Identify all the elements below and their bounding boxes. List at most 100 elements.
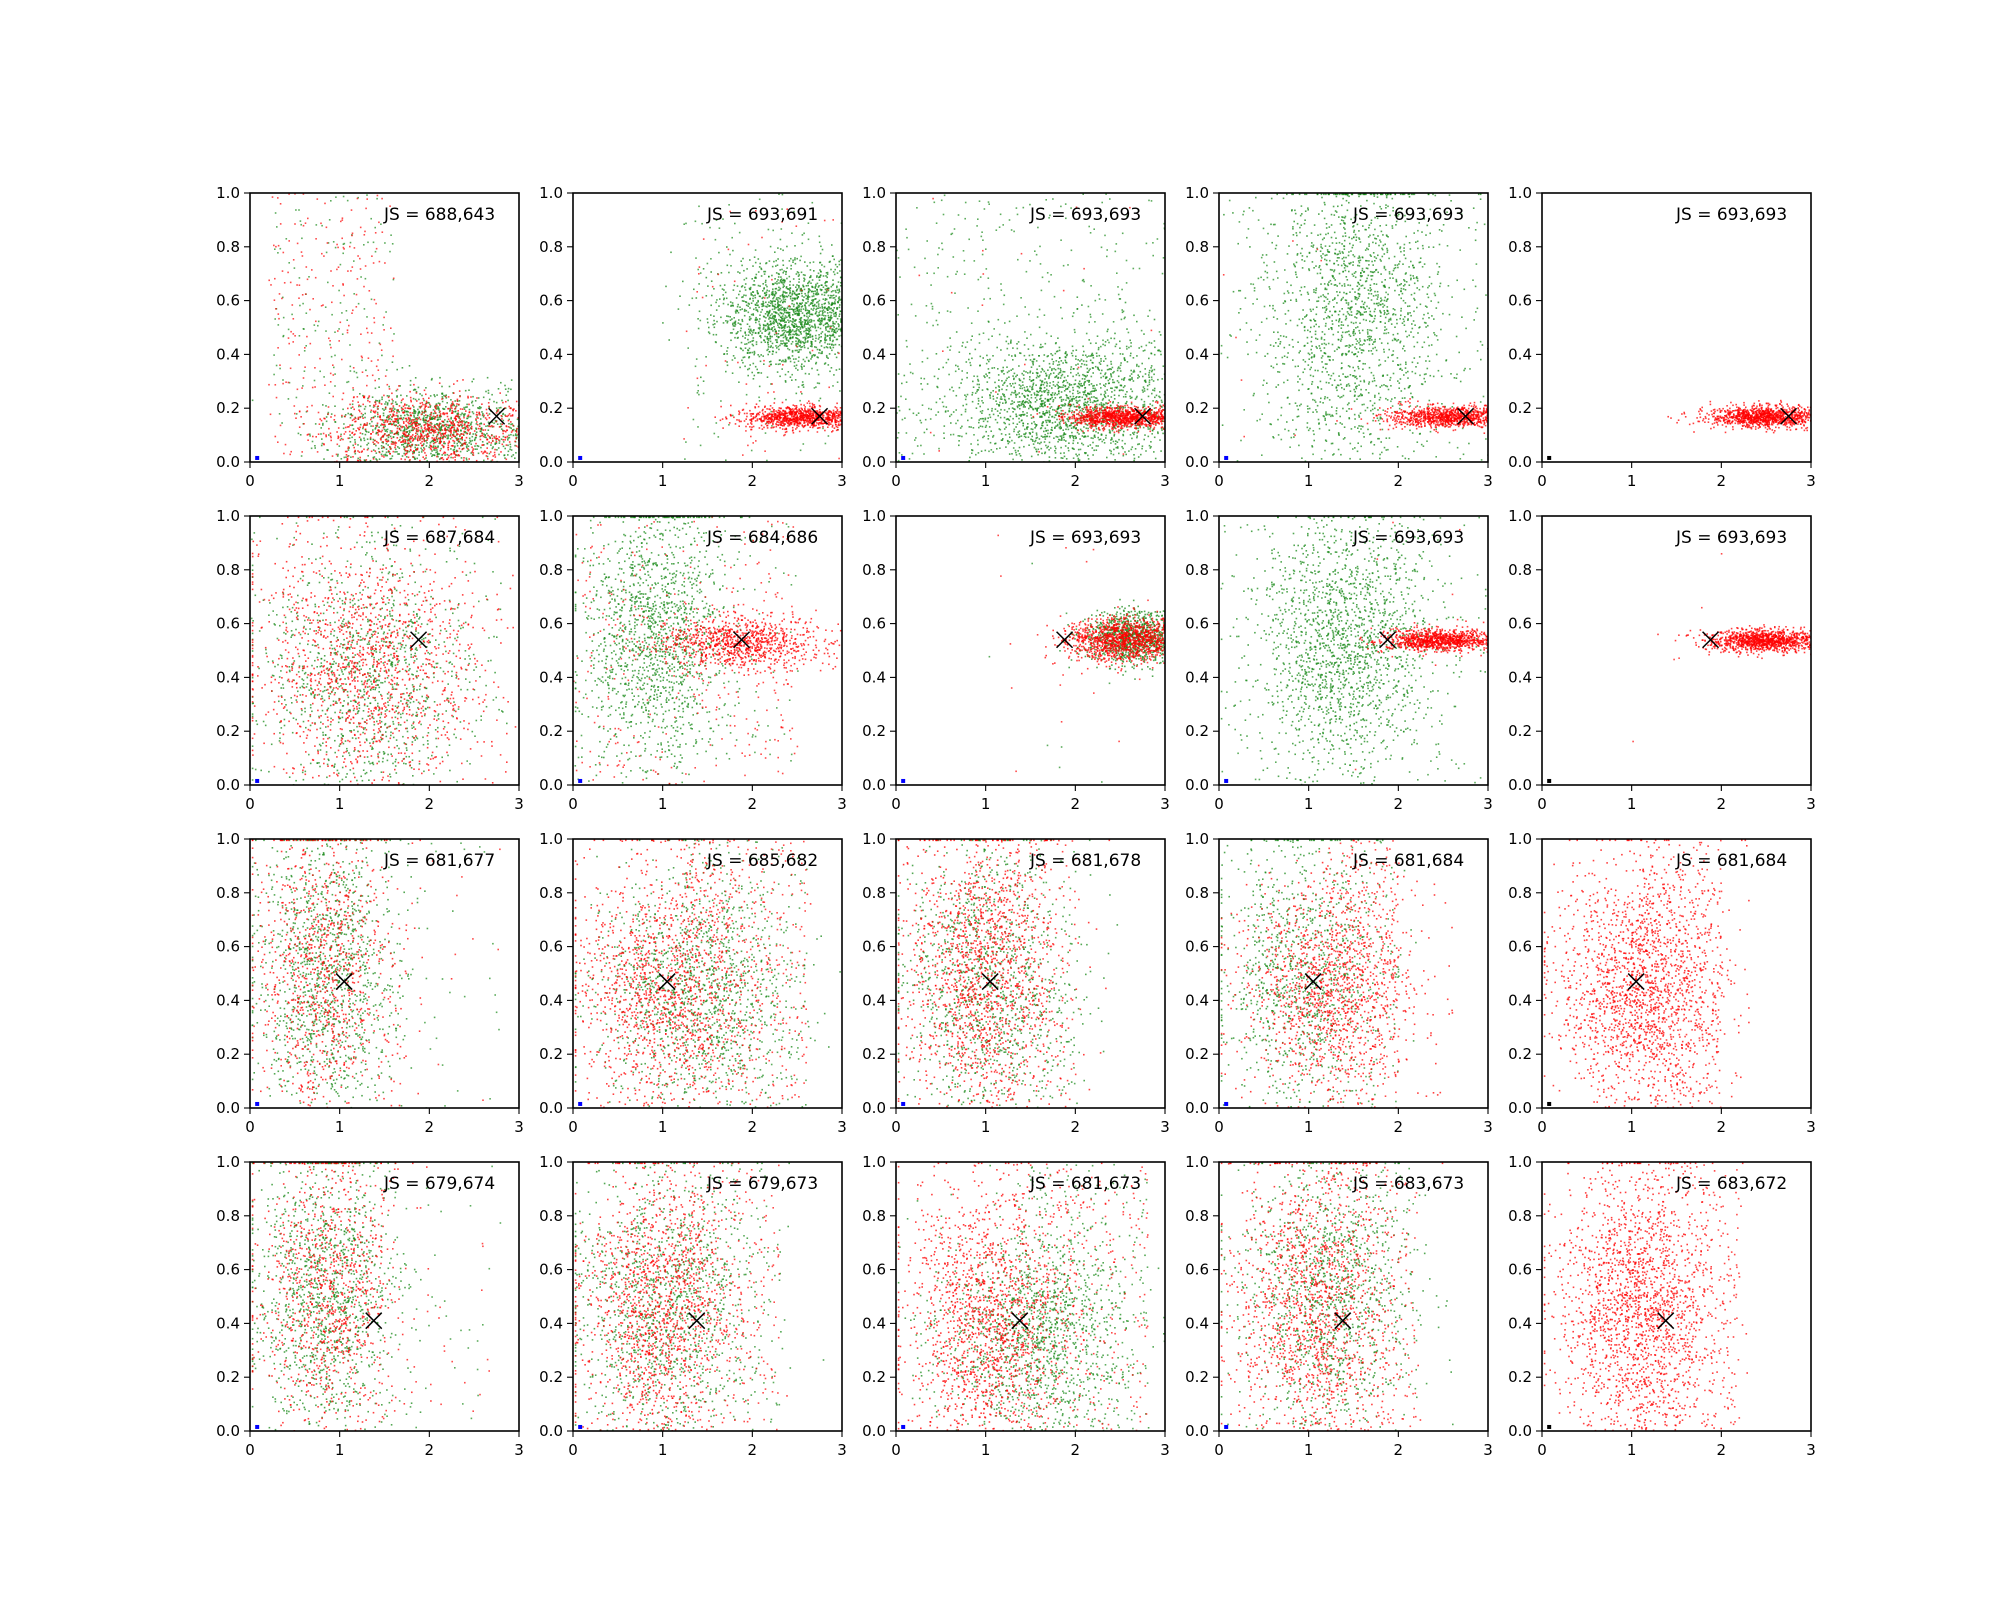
- x-tick-label: 0: [568, 1118, 578, 1136]
- x-marker: [658, 973, 676, 991]
- subplot-r2-c3: 0 1 2 3 0.0 0.2 0.4 0.6 0.8 1.0 JS = 693,693: [862, 507, 1170, 813]
- y-tick-label: 0.8: [862, 561, 886, 579]
- scatter-points: [1220, 1162, 1454, 1431]
- scatter-points: [574, 839, 841, 1108]
- x-tick-label: 3: [837, 1118, 847, 1136]
- x-tick-label: 2: [748, 472, 758, 490]
- scatter-points: [1632, 553, 1811, 743]
- js-score-label: JS = 693,693: [1029, 205, 1141, 225]
- x-tick-label: 3: [1483, 1118, 1493, 1136]
- x-marker: [1780, 407, 1798, 425]
- y-tick-label: 0.4: [1185, 991, 1209, 1009]
- axes-frame: [249, 1161, 520, 1432]
- origin-marker: [1547, 455, 1552, 460]
- red-series-points: [1667, 399, 1811, 434]
- y-tick-label: 0.6: [216, 938, 240, 956]
- y-tick-label: 0.0: [539, 453, 563, 471]
- red-noise-points: [253, 517, 502, 785]
- subplot-r1-c5: 0 1 2 3 0.0 0.2 0.4 0.6 0.8 1.0 JS = 693,693: [1508, 184, 1816, 490]
- subplot-grid: 0 1 2 3 0.0 0.2 0.4 0.6 0.8 1.0 JS = 688,643 0 1 2 3 0.…: [216, 184, 1816, 1459]
- y-tick-label: 0.6: [1185, 938, 1209, 956]
- y-tick-label: 0.4: [1508, 668, 1532, 686]
- green-noise-points: [988, 562, 1142, 783]
- red-noise-points: [680, 840, 808, 1108]
- y-tick-label: 0.6: [216, 615, 240, 633]
- y-tick-label: 0.6: [1185, 292, 1209, 310]
- y-tick-label: 0.0: [862, 453, 886, 471]
- y-tick-label: 0.8: [216, 561, 240, 579]
- y-tick-label: 0.4: [216, 345, 240, 363]
- subplot-r3-c4: 0 1 2 3 0.0 0.2 0.4 0.6 0.8 1.0 JS = 681,684: [1185, 830, 1493, 1136]
- green-noise-points: [250, 518, 496, 785]
- x-tick-label: 0: [245, 1118, 255, 1136]
- x-tick-label: 2: [1071, 472, 1081, 490]
- y-tick-label: 0.0: [216, 453, 240, 471]
- x-tick-label: 0: [568, 472, 578, 490]
- y-tick-label: 0.0: [1508, 1099, 1532, 1117]
- y-tick-label: 0.2: [1185, 722, 1209, 740]
- y-tick-label: 0.6: [862, 1261, 886, 1279]
- y-tick-label: 0.0: [539, 1099, 563, 1117]
- x-tick-label: 0: [1537, 795, 1547, 813]
- y-tick-label: 0.0: [1508, 1422, 1532, 1440]
- origin-marker: [1224, 1101, 1229, 1106]
- red-noise-points: [680, 1162, 781, 1431]
- x-tick-label: 3: [837, 1441, 847, 1459]
- green-noise-points: [358, 1164, 502, 1429]
- subplot-r4-c5: 0 1 2 3 0.0 0.2 0.4 0.6 0.8 1.0 JS = 683,672: [1508, 1153, 1816, 1459]
- y-tick-label: 0.8: [1508, 1207, 1532, 1225]
- x-tick-label: 1: [658, 1441, 668, 1459]
- red-series-points: [574, 839, 812, 1108]
- green-noise-points: [680, 1164, 781, 1431]
- y-tick-label: 0.2: [862, 1045, 886, 1063]
- scatter-points: [573, 516, 842, 785]
- y-tick-label: 0.0: [1185, 776, 1209, 794]
- js-score-label: JS = 681,684: [1675, 851, 1787, 871]
- green-series-points: [662, 222, 842, 400]
- red-series-points: [274, 379, 519, 462]
- js-score-label: JS = 693,693: [1675, 528, 1787, 548]
- y-tick-label: 0.2: [1185, 1045, 1209, 1063]
- subplot-r1-c1: 0 1 2 3 0.0 0.2 0.4 0.6 0.8 1.0 JS = 688,643: [216, 184, 524, 490]
- x-tick-label: 1: [1304, 1118, 1314, 1136]
- origin-marker: [1547, 778, 1552, 783]
- x-tick-label: 3: [1160, 795, 1170, 813]
- x-tick-label: 2: [1071, 1441, 1081, 1459]
- y-tick-label: 0.0: [862, 1422, 886, 1440]
- y-tick-label: 0.0: [1508, 776, 1532, 794]
- origin-marker: [1224, 1424, 1229, 1429]
- scatter-points: [251, 193, 519, 462]
- green-noise-points: [1220, 516, 1487, 785]
- subplot-r4-c2: 0 1 2 3 0.0 0.2 0.4 0.6 0.8 1.0 JS = 679,673: [539, 1153, 847, 1459]
- y-tick-label: 0.0: [862, 776, 886, 794]
- origin-marker: [901, 1424, 906, 1429]
- y-tick-label: 0.6: [862, 615, 886, 633]
- y-tick-label: 0.6: [1185, 1261, 1209, 1279]
- y-tick-label: 0.2: [1508, 1368, 1532, 1386]
- red-noise-points: [573, 516, 799, 785]
- y-tick-label: 1.0: [1185, 184, 1209, 202]
- origin-marker: [578, 1424, 583, 1429]
- y-tick-label: 0.6: [539, 292, 563, 310]
- js-score-label: JS = 679,673: [706, 1174, 818, 1194]
- js-score-label: JS = 693,693: [1352, 528, 1464, 548]
- x-tick-label: 1: [1627, 1118, 1637, 1136]
- origin-marker: [1224, 455, 1229, 460]
- y-tick-label: 0.2: [216, 722, 240, 740]
- red-noise-points: [253, 848, 501, 1101]
- y-tick-label: 0.0: [216, 1099, 240, 1117]
- red-series-points: [251, 1162, 440, 1431]
- x-tick-label: 3: [1806, 795, 1816, 813]
- red-series-points: [1543, 839, 1750, 1108]
- subplot-r2-c1: 0 1 2 3 0.0 0.2 0.4 0.6 0.8 1.0 JS = 687,684: [216, 507, 524, 813]
- x-tick-label: 3: [1160, 1118, 1170, 1136]
- origin-marker: [578, 778, 583, 783]
- origin-marker: [255, 455, 260, 460]
- x-tick-label: 0: [1214, 1441, 1224, 1459]
- y-tick-label: 1.0: [539, 830, 563, 848]
- axes-frame: [895, 515, 1166, 786]
- x-marker: [1334, 1312, 1352, 1330]
- y-tick-label: 0.8: [1508, 561, 1532, 579]
- red-series-points: [1032, 397, 1165, 434]
- y-tick-label: 1.0: [1185, 507, 1209, 525]
